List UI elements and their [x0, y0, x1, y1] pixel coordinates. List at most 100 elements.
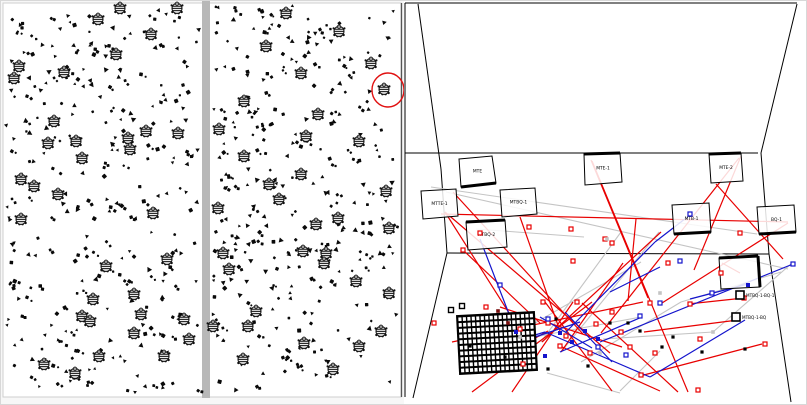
grid-cell: [508, 337, 512, 342]
food-dot: [76, 253, 81, 258]
food-dot: [261, 15, 265, 20]
food-dot: [261, 78, 266, 82]
food-dot: [25, 252, 31, 257]
food-dot: [12, 363, 17, 368]
food-dot: [318, 285, 323, 290]
food-dot: [217, 155, 222, 160]
food-dot: [311, 181, 316, 185]
food-dot: [178, 186, 182, 190]
food-dot: [27, 131, 31, 134]
food-dot: [38, 88, 44, 93]
food-dot: [290, 4, 295, 8]
food-dot: [251, 239, 257, 245]
food-dot: [347, 73, 352, 78]
room-edge: [417, 3, 442, 170]
food-dot: [365, 99, 369, 104]
food-dot: [103, 67, 109, 73]
food-dot: [118, 354, 123, 358]
food-dot: [12, 248, 16, 253]
grid-cell: [494, 332, 499, 337]
food-dot: [70, 331, 73, 334]
food-dot: [147, 266, 153, 273]
food-dot: [229, 277, 234, 282]
node-black: [743, 347, 747, 351]
food-dot: [360, 108, 365, 113]
selected-agent-highlight[interactable]: [371, 72, 404, 108]
food-dot: [183, 118, 189, 123]
food-dot: [311, 337, 317, 343]
red-link: [715, 183, 784, 260]
food-dot: [25, 130, 28, 133]
food-dot: [186, 152, 191, 157]
food-dot: [334, 164, 337, 168]
food-dot: [52, 17, 56, 22]
grid-cell: [458, 323, 462, 327]
grid-cell: [504, 349, 509, 353]
grid-cell: [509, 348, 513, 353]
food-dot: [254, 177, 260, 183]
node-red: [570, 258, 576, 264]
food-dot: [91, 52, 97, 58]
node-blue-filled: [570, 340, 574, 344]
grid-cell: [478, 356, 482, 361]
food-dot: [351, 157, 356, 161]
node-red: [545, 320, 551, 326]
food-dot: [235, 110, 240, 115]
food-dot: [58, 171, 63, 176]
food-dot: [224, 172, 228, 176]
food-dot: [223, 186, 227, 190]
food-dot: [53, 54, 58, 59]
food-dot: [382, 20, 387, 26]
food-dot: [221, 326, 225, 330]
food-dot: [368, 220, 373, 225]
food-dot: [125, 282, 129, 287]
food-dot: [138, 342, 144, 348]
food-dot: [244, 279, 250, 284]
food-dot: [33, 378, 37, 382]
food-dot: [219, 108, 224, 112]
food-dot: [76, 204, 80, 209]
scene-3d-panel[interactable]: MTE MTE-1 MTE-2 MTTE-1 MTBQ-1 MTB-1 BQ-1 MTBQ-2…: [404, 1, 806, 404]
food-dot: [128, 110, 134, 116]
grid-cell: [520, 314, 525, 318]
food-dot: [103, 161, 108, 165]
food-dot: [215, 21, 220, 25]
grid-cell: [530, 319, 534, 324]
food-dot: [284, 72, 287, 75]
food-dot: [174, 46, 179, 51]
food-dot: [72, 22, 77, 28]
food-dot: [223, 116, 228, 121]
food-dot: [7, 216, 11, 220]
food-dot: [381, 252, 386, 257]
food-dot: [62, 191, 68, 197]
grid-cell: [504, 343, 508, 348]
food-dot: [216, 333, 220, 338]
food-dot: [110, 141, 116, 148]
food-dot: [320, 348, 323, 352]
food-dot: [152, 45, 158, 51]
food-dot: [302, 225, 308, 230]
food-dot: [358, 250, 362, 254]
food-dot: [177, 36, 181, 39]
food-dot: [113, 136, 118, 140]
food-dot: [108, 244, 112, 248]
food-dot: [135, 374, 140, 379]
food-dot: [262, 336, 265, 339]
food-dot: [9, 260, 14, 265]
food-dot: [126, 82, 130, 87]
food-dot: [161, 92, 166, 97]
world-2d-panel[interactable]: [1, 1, 404, 404]
grid-cell: [522, 348, 526, 353]
food-dot: [60, 384, 64, 388]
grid-cell: [490, 332, 494, 337]
food-dot: [239, 12, 243, 17]
food-dot: [226, 329, 229, 332]
grid-cell: [460, 357, 464, 362]
food-dot: [223, 217, 228, 222]
node-red: [737, 230, 743, 236]
grid-cell: [521, 319, 525, 324]
food-dot: [12, 278, 18, 284]
food-dot: [372, 192, 376, 196]
food-dot: [42, 102, 46, 106]
